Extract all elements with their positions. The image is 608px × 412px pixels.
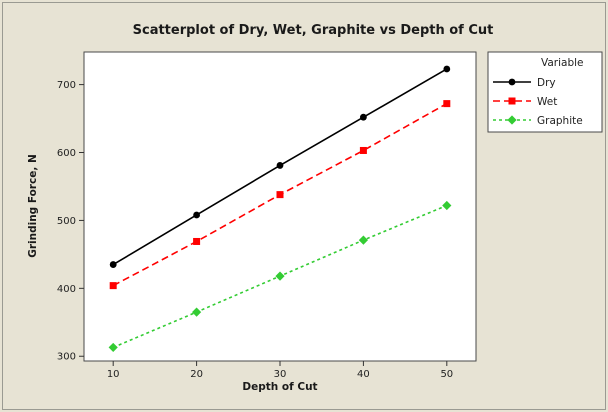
legend-marker	[508, 97, 516, 105]
data-point-dry	[193, 211, 200, 219]
legend-marker	[507, 115, 517, 125]
x-tick-label: 40	[357, 369, 370, 380]
legend-label: Graphite	[537, 115, 583, 127]
legend-items: Dry Wet Graphite	[493, 77, 583, 127]
legend-item-dry: Dry	[493, 77, 556, 89]
data-point-wet	[443, 100, 451, 108]
data-point-graphite	[358, 235, 369, 245]
x-tick-label: 50	[440, 369, 453, 380]
legend-marker	[508, 78, 516, 86]
y-tick-label: 500	[57, 216, 76, 227]
data-point-wet	[276, 191, 284, 199]
y-axis-ticks: 300 400 500 600 700	[57, 80, 84, 363]
data-point-graphite	[275, 271, 285, 281]
legend-title: Variable	[541, 57, 584, 69]
data-point-graphite	[108, 342, 118, 353]
x-tick-label: 20	[190, 369, 203, 380]
y-tick-label: 400	[57, 284, 76, 295]
legend-box	[487, 51, 603, 133]
legend-label: Dry	[537, 77, 556, 89]
data-point-graphite	[442, 200, 452, 211]
data-point-dry	[109, 261, 117, 268]
legend-item-graphite: Graphite	[493, 115, 583, 127]
series-layer	[108, 65, 452, 353]
legend: Variable Dry Wet Graphite	[487, 51, 603, 133]
data-point-wet	[359, 146, 367, 154]
data-point-wet	[109, 282, 117, 290]
data-point-dry	[276, 162, 284, 169]
data-point-wet	[193, 237, 201, 245]
x-axis-ticks: 10 20 30 40 50	[107, 361, 453, 380]
plot-area	[83, 51, 477, 362]
data-point-dry	[360, 113, 367, 121]
series-wet	[109, 100, 451, 290]
data-point-graphite	[191, 307, 202, 317]
y-tick-label: 700	[57, 80, 76, 91]
x-tick-label: 30	[274, 369, 287, 380]
chart-title: Scatterplot of Dry, Wet, Graphite vs Dep…	[133, 23, 494, 38]
series-dry	[109, 65, 451, 268]
y-axis-label: Grinding Force, N	[27, 154, 39, 258]
y-tick-label: 600	[57, 148, 76, 159]
series-graphite	[108, 200, 452, 353]
x-axis-label: Depth of Cut	[242, 381, 317, 393]
x-tick-label: 10	[107, 369, 120, 380]
data-point-dry	[443, 65, 451, 73]
legend-item-wet: Wet	[493, 96, 557, 108]
legend-label: Wet	[537, 96, 557, 108]
y-tick-label: 300	[57, 352, 76, 363]
